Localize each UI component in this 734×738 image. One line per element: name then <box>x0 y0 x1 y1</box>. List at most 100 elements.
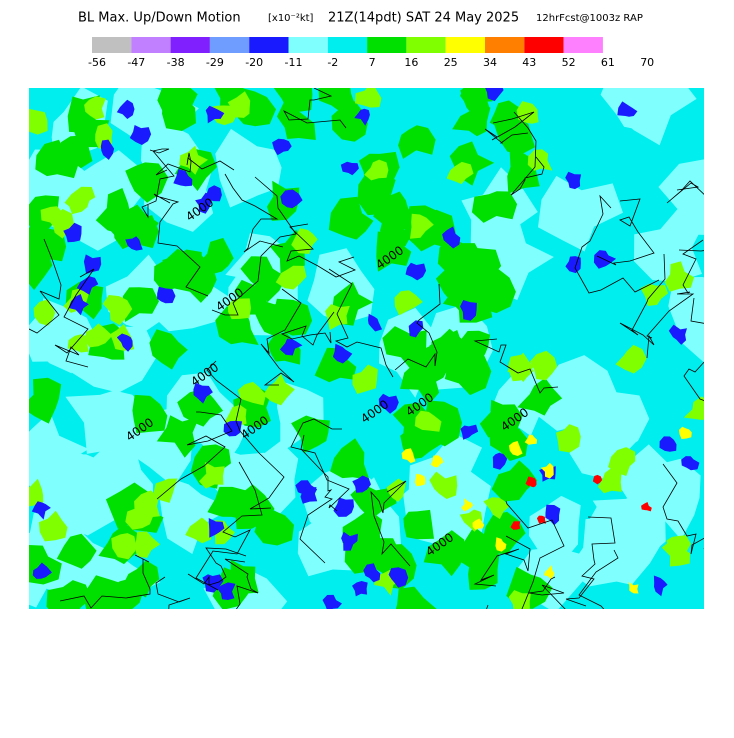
field-patch <box>295 480 318 499</box>
contour-line <box>280 311 335 346</box>
field-patch <box>683 396 704 420</box>
contour-line <box>299 434 333 564</box>
field-patch <box>410 213 434 239</box>
field-patch <box>32 562 52 579</box>
field-patch <box>328 196 374 240</box>
field-patch <box>368 313 383 332</box>
field-patch <box>342 509 383 560</box>
contour-line <box>286 223 357 278</box>
field-patch <box>116 99 135 119</box>
field-patch <box>363 563 381 583</box>
legend: -56 -47 -38 -29 -20 -11 -2 7 16 25 34 43 52 61 70 <box>88 37 654 69</box>
field-patch <box>653 575 668 597</box>
field-patch <box>471 191 518 223</box>
legend-swatch <box>563 37 603 53</box>
field-patch <box>530 350 558 381</box>
contour-line <box>187 547 247 586</box>
field-patch <box>630 458 701 540</box>
field-patch <box>173 169 193 187</box>
forecast: 12hrFcst@1003z RAP <box>536 13 643 24</box>
field-patch <box>193 382 213 404</box>
field-patch <box>668 277 704 363</box>
field-patch <box>291 415 330 453</box>
field-patch <box>405 262 427 281</box>
field-patch <box>240 256 287 303</box>
field-patch <box>35 139 80 179</box>
field-patch <box>461 498 474 512</box>
field-patch <box>330 438 370 480</box>
field-patch <box>276 381 324 453</box>
contour-line <box>224 558 259 609</box>
field-patch <box>280 189 303 209</box>
field-patch <box>254 506 294 546</box>
field-patch <box>263 373 295 406</box>
field-patch <box>468 543 500 590</box>
field-patch <box>314 347 357 383</box>
field-patch <box>102 295 133 326</box>
field-patch <box>408 320 424 338</box>
field-patch <box>65 390 151 454</box>
contour-line <box>510 111 545 196</box>
legend-label: 61 <box>601 56 615 69</box>
field-patch <box>195 192 213 214</box>
field-patch <box>216 582 236 600</box>
field-patch <box>483 497 510 519</box>
field-patch <box>352 364 378 394</box>
field-patch <box>456 247 502 288</box>
field-patch <box>29 108 48 135</box>
field-patch <box>273 88 313 113</box>
field-patch <box>485 88 504 102</box>
legend-swatch <box>367 37 407 53</box>
contour-line <box>574 194 660 294</box>
legend-label: 52 <box>562 56 576 69</box>
contour-line <box>29 238 62 334</box>
field-patch <box>429 330 478 374</box>
contour-line <box>666 180 704 204</box>
field-patch <box>125 236 143 251</box>
contour-line <box>155 576 191 609</box>
legend-label: 7 <box>369 56 376 69</box>
field-patch <box>492 452 508 470</box>
field-patch <box>111 533 136 560</box>
legend-label: -29 <box>206 56 224 69</box>
legend-label: 25 <box>444 56 458 69</box>
field-patch <box>528 479 537 488</box>
legend-swatch <box>92 37 132 53</box>
field-patch <box>395 586 437 609</box>
legend-label: 16 <box>404 56 418 69</box>
field-patch <box>659 436 677 452</box>
field-patch <box>227 91 251 118</box>
field-patch <box>160 476 232 554</box>
field-patch <box>524 434 538 445</box>
field-patch <box>510 521 521 530</box>
legend-label: -56 <box>88 56 106 69</box>
field-patch <box>469 267 516 314</box>
field-patch <box>272 138 292 156</box>
field-patch <box>84 96 106 120</box>
field-patch <box>215 306 259 346</box>
field-patch <box>322 594 342 609</box>
contour-line <box>596 198 655 266</box>
field-patch <box>425 400 462 447</box>
field-patch <box>414 410 442 432</box>
field-patch <box>678 426 692 440</box>
contour-line <box>484 111 535 144</box>
field-patch <box>33 299 56 326</box>
field-patch <box>318 88 357 113</box>
contour-line <box>290 418 350 512</box>
field-patch <box>569 403 637 480</box>
field-patch <box>681 456 700 471</box>
field-patch <box>156 415 200 458</box>
field-patch <box>388 567 409 588</box>
field-patch <box>275 265 307 290</box>
legend-label: 70 <box>640 56 654 69</box>
field-patch <box>615 344 647 374</box>
contour-line <box>505 500 565 609</box>
legend-swatch <box>131 37 171 53</box>
field-patch <box>533 355 619 431</box>
field-patch <box>352 581 368 597</box>
contour-line <box>394 283 441 371</box>
legend-label: -20 <box>245 56 263 69</box>
